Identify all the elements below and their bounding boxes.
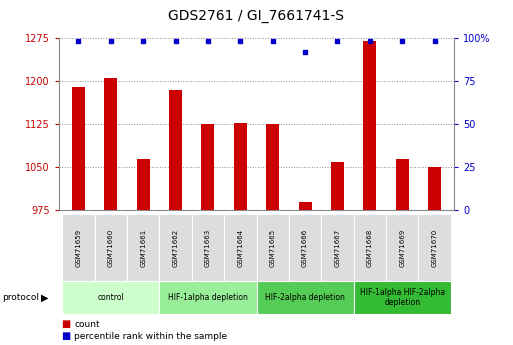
Bar [256, 214, 289, 281]
Text: ■: ■ [62, 319, 71, 329]
Bar [256, 281, 353, 314]
Bar [386, 214, 419, 281]
Text: GSM71668: GSM71668 [367, 228, 373, 267]
Text: count: count [74, 320, 100, 329]
Text: GSM71662: GSM71662 [172, 228, 179, 267]
Bar [160, 281, 256, 314]
Bar [396, 159, 409, 210]
Bar [266, 124, 279, 210]
Bar [192, 214, 224, 281]
Text: HIF-2alpha depletion: HIF-2alpha depletion [265, 293, 345, 302]
Bar [127, 214, 160, 281]
Bar [160, 214, 192, 281]
Bar [104, 78, 117, 210]
Bar [169, 90, 182, 210]
Bar [353, 281, 451, 314]
Bar [363, 41, 377, 210]
Text: ▶: ▶ [41, 293, 48, 303]
Bar [353, 214, 386, 281]
Text: GSM71669: GSM71669 [399, 228, 405, 267]
Text: GSM71661: GSM71661 [140, 228, 146, 267]
Text: GSM71659: GSM71659 [75, 228, 82, 267]
Bar [136, 159, 150, 210]
Bar [224, 214, 256, 281]
Text: GSM71666: GSM71666 [302, 228, 308, 267]
Bar [321, 214, 353, 281]
Text: GDS2761 / GI_7661741-S: GDS2761 / GI_7661741-S [168, 9, 345, 23]
Bar [62, 214, 94, 281]
Bar [72, 87, 85, 210]
Bar [428, 167, 441, 210]
Bar [94, 214, 127, 281]
Bar [289, 214, 321, 281]
Text: control: control [97, 293, 124, 302]
Bar [299, 202, 311, 210]
Text: HIF-1alpha HIF-2alpha
depletion: HIF-1alpha HIF-2alpha depletion [360, 288, 445, 307]
Text: HIF-1alpha depletion: HIF-1alpha depletion [168, 293, 248, 302]
Bar [331, 161, 344, 210]
Text: GSM71663: GSM71663 [205, 228, 211, 267]
Bar [419, 214, 451, 281]
Text: protocol: protocol [3, 293, 40, 302]
Text: percentile rank within the sample: percentile rank within the sample [74, 332, 227, 341]
Text: GSM71664: GSM71664 [238, 228, 243, 267]
Bar [234, 123, 247, 210]
Text: ■: ■ [62, 332, 71, 341]
Text: GSM71667: GSM71667 [334, 228, 341, 267]
Text: GSM71670: GSM71670 [431, 228, 438, 267]
Bar [202, 124, 214, 210]
Bar [62, 281, 160, 314]
Text: GSM71665: GSM71665 [270, 228, 275, 267]
Text: GSM71660: GSM71660 [108, 228, 114, 267]
